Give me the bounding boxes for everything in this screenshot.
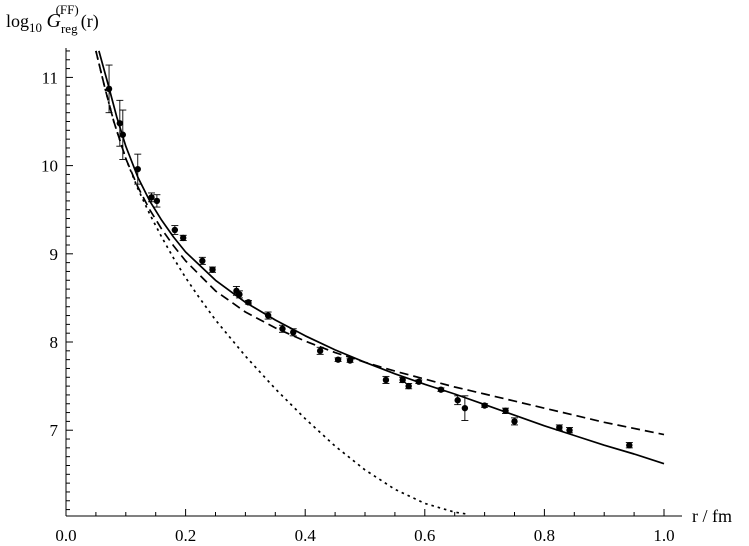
- point-marker: [399, 376, 406, 384]
- y-axis: 7 8 9 10 11 log10 Greg(FF)(r): [6, 2, 99, 516]
- y-axis-title: log10 Greg(FF)(r): [6, 2, 99, 36]
- y-tick-label: 9: [50, 245, 59, 264]
- data-point: [289, 328, 297, 337]
- data-point: [461, 395, 469, 421]
- x-ticks: 0.0 0.2 0.4 0.6 0.8 1.0: [55, 509, 675, 545]
- point-marker: [481, 402, 488, 409]
- data-point: [511, 417, 518, 426]
- point-marker: [556, 424, 563, 431]
- data-point: [278, 324, 286, 333]
- point-marker: [382, 376, 390, 384]
- x-tick-label: 1.0: [653, 526, 674, 545]
- data-point: [625, 442, 633, 449]
- data-point: [566, 427, 574, 434]
- point-marker: [511, 418, 518, 425]
- y-ticks: 7 8 9 10 11: [41, 50, 73, 511]
- data-point: [437, 386, 445, 393]
- point-marker: [134, 165, 141, 173]
- data-point: [346, 357, 354, 364]
- x-tick-label: 0.0: [55, 526, 76, 545]
- point-marker: [153, 197, 161, 205]
- point-marker: [626, 442, 633, 449]
- data-point: [454, 395, 462, 406]
- point-marker: [334, 356, 342, 363]
- point-marker: [264, 312, 272, 319]
- data-point: [244, 299, 252, 306]
- data-point: [171, 225, 179, 235]
- data-point: [405, 382, 413, 390]
- y-tick-label: 7: [50, 421, 59, 440]
- y-tick-label: 8: [50, 333, 59, 352]
- data-point: [153, 194, 161, 208]
- point-marker: [119, 131, 127, 138]
- point-marker: [290, 329, 297, 336]
- point-marker: [316, 347, 324, 355]
- point-marker: [346, 357, 354, 364]
- data-point: [179, 234, 187, 242]
- x-tick-label: 0.2: [175, 526, 196, 545]
- point-marker: [105, 85, 113, 93]
- data-point: [209, 266, 217, 273]
- point-marker: [199, 257, 206, 265]
- point-marker: [148, 194, 155, 201]
- data-point: [198, 256, 206, 265]
- data-point: [415, 378, 423, 385]
- point-marker: [171, 226, 179, 234]
- data-point: [316, 346, 324, 355]
- x-tick-label: 0.6: [414, 526, 435, 545]
- data-points: [105, 64, 633, 449]
- data-point: [502, 407, 510, 415]
- x-tick-label: 0.4: [295, 526, 317, 545]
- data-point: [105, 64, 113, 114]
- point-marker: [279, 325, 286, 332]
- point-marker: [437, 386, 445, 393]
- y-tick-label: 10: [41, 157, 58, 176]
- point-marker: [454, 397, 461, 404]
- data-point: [555, 424, 563, 431]
- data-point: [382, 375, 390, 384]
- point-marker: [236, 291, 243, 298]
- data-point: [481, 402, 489, 409]
- y-tick-label: 11: [42, 68, 58, 87]
- x-axis: 0.0 0.2 0.4 0.6 0.8 1.0 r / fm: [55, 506, 732, 545]
- data-point: [399, 376, 407, 384]
- x-axis-title: r / fm: [692, 506, 732, 526]
- point-marker: [209, 266, 216, 273]
- data-point: [134, 153, 142, 185]
- fit-curves: [95, 50, 665, 515]
- data-point: [334, 356, 342, 363]
- x-tick-label: 0.8: [534, 526, 555, 545]
- data-point: [116, 99, 124, 147]
- point-marker: [502, 407, 509, 415]
- point-marker: [566, 427, 573, 434]
- point-marker: [180, 234, 187, 242]
- point-marker: [405, 382, 412, 390]
- dashed-fit-curve: [95, 50, 665, 436]
- data-point: [264, 311, 272, 320]
- dotted-fit-curve: [95, 50, 467, 515]
- point-marker: [116, 120, 124, 127]
- point-marker: [461, 404, 469, 412]
- data-point: [235, 290, 243, 299]
- data-point: [119, 109, 127, 160]
- point-marker: [245, 299, 252, 306]
- point-marker: [415, 378, 423, 385]
